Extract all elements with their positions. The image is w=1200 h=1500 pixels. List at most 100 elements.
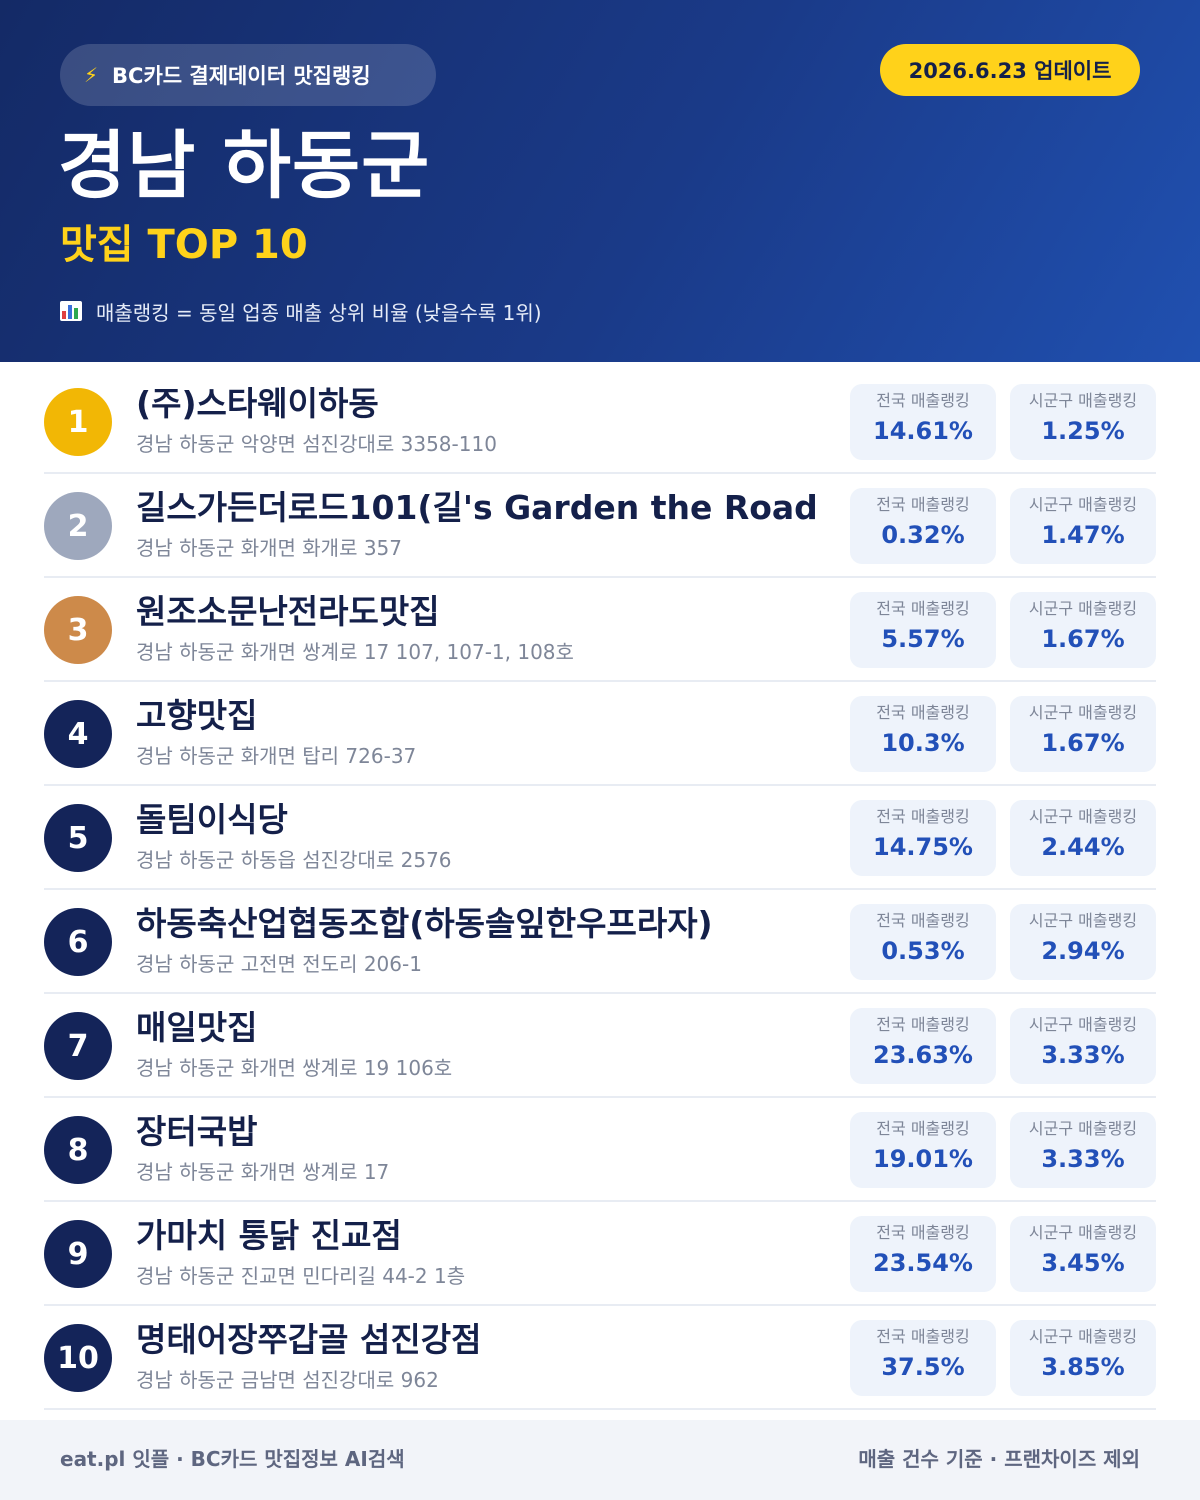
restaurant-address: 경남 하동군 화개면 쌍계로 19 106호 bbox=[136, 1056, 453, 1080]
local-ranking-value: 1.47% bbox=[1041, 521, 1125, 549]
national-ranking-label: 전국 매출랭킹 bbox=[876, 703, 970, 722]
local-ranking-value: 2.44% bbox=[1041, 833, 1125, 861]
national-ranking-box: 전국 매출랭킹 37.5% bbox=[850, 1320, 996, 1396]
ranking-note: 매출랭킹 = 동일 업종 매출 상위 비율 (낮을수록 1위) bbox=[60, 294, 542, 328]
local-ranking-box: 시군구 매출랭킹 1.67% bbox=[1010, 696, 1156, 772]
restaurant-name: 명태어장쭈갑골 섬진강점 bbox=[136, 1320, 482, 1359]
local-ranking-box: 시군구 매출랭킹 3.33% bbox=[1010, 1112, 1156, 1188]
national-ranking-box: 전국 매출랭킹 23.63% bbox=[850, 1008, 996, 1084]
rank-badge: 6 bbox=[44, 908, 112, 976]
local-ranking-value: 1.67% bbox=[1041, 625, 1125, 653]
local-ranking-box: 시군구 매출랭킹 3.85% bbox=[1010, 1320, 1156, 1396]
local-ranking-label: 시군구 매출랭킹 bbox=[1028, 807, 1138, 826]
restaurant-name: (주)스타웨이하동 bbox=[136, 384, 379, 423]
national-ranking-box: 전국 매출랭킹 0.53% bbox=[850, 904, 996, 980]
local-ranking-label: 시군구 매출랭킹 bbox=[1028, 1327, 1138, 1346]
local-ranking-box: 시군구 매출랭킹 1.47% bbox=[1010, 488, 1156, 564]
national-ranking-value: 14.61% bbox=[873, 417, 973, 445]
restaurant-name: 돌팀이식당 bbox=[136, 800, 288, 839]
national-ranking-label: 전국 매출랭킹 bbox=[876, 495, 970, 514]
local-ranking-label: 시군구 매출랭킹 bbox=[1028, 1015, 1138, 1034]
restaurant-address: 경남 하동군 악양면 섬진강대로 3358-110 bbox=[136, 432, 497, 456]
footer-criteria: 매출 건수 기준 · 프랜차이즈 제외 bbox=[858, 1447, 1140, 1471]
national-ranking-box: 전국 매출랭킹 19.01% bbox=[850, 1112, 996, 1188]
national-ranking-value: 23.54% bbox=[873, 1249, 973, 1277]
local-ranking-value: 2.94% bbox=[1041, 937, 1125, 965]
restaurant-name: 원조소문난전라도맛집 bbox=[136, 592, 440, 631]
local-ranking-box: 시군구 매출랭킹 3.33% bbox=[1010, 1008, 1156, 1084]
restaurant-name: 하동축산업협동조합(하동솔잎한우프라자) bbox=[136, 904, 713, 943]
list-item[interactable]: 6 하동축산업협동조합(하동솔잎한우프라자) 경남 하동군 고전면 전도리 206-… bbox=[44, 890, 1156, 994]
national-ranking-box: 전국 매출랭킹 14.75% bbox=[850, 800, 996, 876]
page-subtitle: 맛집 TOP 10 bbox=[60, 222, 308, 268]
national-ranking-box: 전국 매출랭킹 5.57% bbox=[850, 592, 996, 668]
rank-badge: 7 bbox=[44, 1012, 112, 1080]
restaurant-name: 고향맛집 bbox=[136, 696, 258, 735]
rank-badge: 3 bbox=[44, 596, 112, 664]
national-ranking-value: 14.75% bbox=[873, 833, 973, 861]
local-ranking-value: 3.33% bbox=[1041, 1145, 1125, 1173]
national-ranking-label: 전국 매출랭킹 bbox=[876, 599, 970, 618]
local-ranking-box: 시군구 매출랭킹 1.67% bbox=[1010, 592, 1156, 668]
footer: eat.pl 잇플 · BC카드 맛집정보 AI검색 매출 건수 기준 · 프랜… bbox=[0, 1420, 1200, 1500]
rank-badge: 4 bbox=[44, 700, 112, 768]
local-ranking-value: 3.33% bbox=[1041, 1041, 1125, 1069]
restaurant-address: 경남 하동군 진교면 민다리길 44-2 1층 bbox=[136, 1264, 466, 1288]
list-item[interactable]: 2 길스가든더로드101(길's Garden the Road 1 경남 하동군 … bbox=[44, 474, 1156, 578]
local-ranking-label: 시군구 매출랭킹 bbox=[1028, 599, 1138, 618]
national-ranking-value: 10.3% bbox=[881, 729, 965, 757]
rank-badge: 10 bbox=[44, 1324, 112, 1392]
restaurant-name: 길스가든더로드101(길's Garden the Road 1 bbox=[136, 488, 826, 527]
page-title: 경남 하동군 bbox=[58, 123, 431, 209]
list-item[interactable]: 8 장터국밥 경남 하동군 화개면 쌍계로 17 전국 매출랭킹 19.01% 시군구 매… bbox=[44, 1098, 1156, 1202]
list-item[interactable]: 1 (주)스타웨이하동 경남 하동군 악양면 섬진강대로 3358-110 전국 매출… bbox=[44, 370, 1156, 474]
restaurant-address: 경남 하동군 금남면 섬진강대로 962 bbox=[136, 1368, 439, 1392]
restaurant-name: 매일맛집 bbox=[136, 1008, 258, 1047]
local-ranking-value: 3.85% bbox=[1041, 1353, 1125, 1381]
local-ranking-label: 시군구 매출랭킹 bbox=[1028, 495, 1138, 514]
national-ranking-label: 전국 매출랭킹 bbox=[876, 1119, 970, 1138]
national-ranking-value: 0.32% bbox=[881, 521, 965, 549]
restaurant-address: 경남 하동군 하동읍 섬진강대로 2576 bbox=[136, 848, 452, 872]
local-ranking-value: 1.25% bbox=[1041, 417, 1125, 445]
rank-badge: 5 bbox=[44, 804, 112, 872]
national-ranking-box: 전국 매출랭킹 14.61% bbox=[850, 384, 996, 460]
rank-badge: 9 bbox=[44, 1220, 112, 1288]
restaurant-address: 경남 하동군 화개면 쌍계로 17 bbox=[136, 1160, 390, 1184]
local-ranking-label: 시군구 매출랭킹 bbox=[1028, 1119, 1138, 1138]
national-ranking-value: 23.63% bbox=[873, 1041, 973, 1069]
restaurant-list: 1 (주)스타웨이하동 경남 하동군 악양면 섬진강대로 3358-110 전국 매출… bbox=[44, 370, 1156, 1410]
source-badge: ⚡ BC카드 결제데이터 맛집랭킹 bbox=[60, 44, 436, 106]
restaurant-name: 가마치 통닭 진교점 bbox=[136, 1216, 402, 1255]
local-ranking-label: 시군구 매출랭킹 bbox=[1028, 703, 1138, 722]
national-ranking-box: 전국 매출랭킹 23.54% bbox=[850, 1216, 996, 1292]
national-ranking-value: 5.57% bbox=[881, 625, 965, 653]
local-ranking-label: 시군구 매출랭킹 bbox=[1028, 1223, 1138, 1242]
bar-chart-icon bbox=[60, 301, 82, 321]
local-ranking-box: 시군구 매출랭킹 1.25% bbox=[1010, 384, 1156, 460]
local-ranking-value: 1.67% bbox=[1041, 729, 1125, 757]
national-ranking-label: 전국 매출랭킹 bbox=[876, 1327, 970, 1346]
restaurant-address: 경남 하동군 고전면 전도리 206-1 bbox=[136, 952, 422, 976]
source-label: BC카드 결제데이터 맛집랭킹 bbox=[112, 64, 371, 88]
rank-badge: 2 bbox=[44, 492, 112, 560]
local-ranking-label: 시군구 매출랭킹 bbox=[1028, 911, 1138, 930]
footer-source: eat.pl 잇플 · BC카드 맛집정보 AI검색 bbox=[60, 1447, 405, 1471]
national-ranking-label: 전국 매출랭킹 bbox=[876, 807, 970, 826]
restaurant-address: 경남 하동군 화개면 탑리 726-37 bbox=[136, 744, 417, 768]
national-ranking-label: 전국 매출랭킹 bbox=[876, 391, 970, 410]
restaurant-address: 경남 하동군 화개면 화개로 357 bbox=[136, 536, 403, 560]
national-ranking-box: 전국 매출랭킹 0.32% bbox=[850, 488, 996, 564]
header-banner: ⚡ BC카드 결제데이터 맛집랭킹 2026.6.23 업데이트 경남 하동군 … bbox=[0, 0, 1200, 362]
local-ranking-box: 시군구 매출랭킹 3.45% bbox=[1010, 1216, 1156, 1292]
restaurant-address: 경남 하동군 화개면 쌍계로 17 107, 107-1, 108호 bbox=[136, 640, 574, 664]
national-ranking-value: 0.53% bbox=[881, 937, 965, 965]
local-ranking-value: 3.45% bbox=[1041, 1249, 1125, 1277]
national-ranking-value: 19.01% bbox=[873, 1145, 973, 1173]
